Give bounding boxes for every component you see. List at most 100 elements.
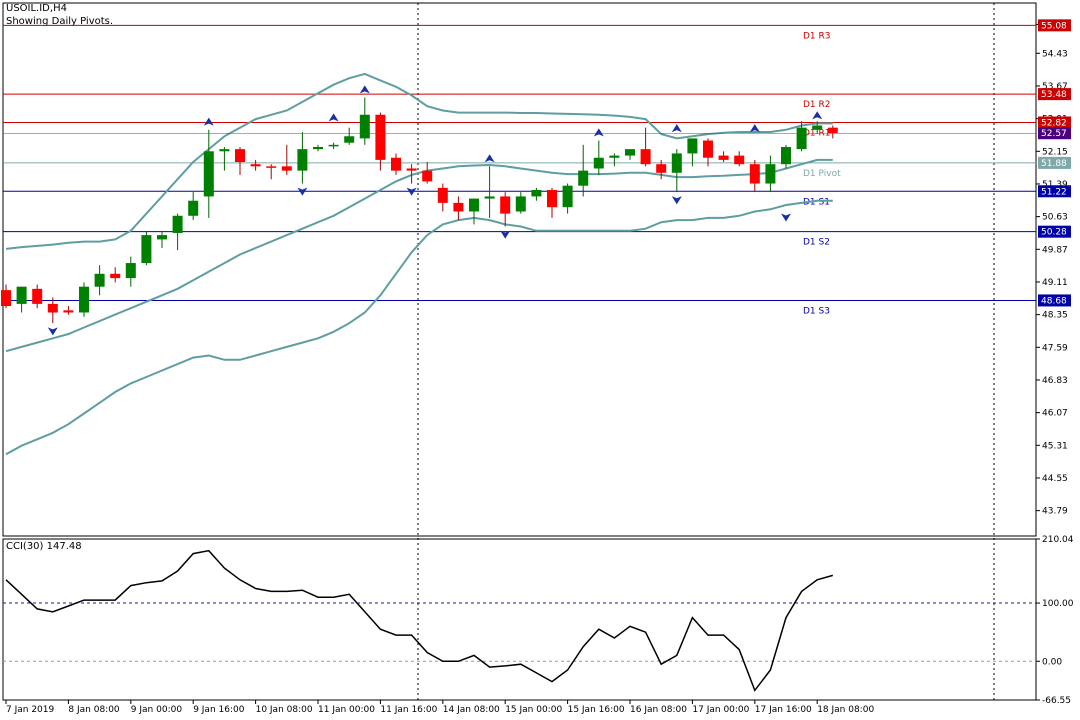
candle-body	[391, 157, 401, 171]
candle-body	[172, 215, 183, 233]
fractal-down-arrow	[781, 213, 791, 222]
time-axis-label: 8 Jan 08:00	[68, 705, 120, 715]
fractal-up-arrow	[328, 113, 339, 122]
candle-body	[812, 125, 823, 130]
bollinger-upper-line	[5, 72, 833, 250]
price-axis-label: 43.79	[1042, 507, 1068, 517]
time-axis-label: 16 Jan 08:00	[630, 705, 687, 715]
candle-body	[562, 185, 573, 208]
time-axis-label: 14 Jan 08:00	[443, 705, 500, 715]
candle-body	[125, 263, 136, 279]
current-price-tag-text: 52.57	[1041, 129, 1067, 139]
candle-body	[796, 127, 807, 150]
pivot-price-tag	[1038, 294, 1071, 307]
candle-body	[344, 136, 355, 143]
candle-body	[297, 149, 308, 171]
pivot-name-label: D1 S1	[803, 197, 830, 207]
pivot-name-label: D1 R3	[803, 31, 831, 41]
candle-body	[406, 168, 417, 171]
candle-body	[375, 114, 386, 160]
pivot-price-tag-text: 51.22	[1041, 187, 1067, 197]
candle-body	[718, 155, 729, 160]
candle-body	[188, 200, 199, 216]
candle-body	[437, 187, 448, 203]
price-axis-label: 49.11	[1042, 278, 1068, 288]
price-axis-label: 50.63	[1042, 213, 1068, 223]
candle-body	[219, 149, 230, 152]
candle-body	[593, 157, 604, 169]
fractal-up-arrow	[812, 111, 823, 120]
price-axis-label: 44.55	[1042, 474, 1068, 484]
candle-body	[765, 164, 776, 184]
candle-body	[703, 140, 713, 158]
time-axis-label: 15 Jan 00:00	[505, 705, 562, 715]
cci-title-label: CCI(30) 147.48	[6, 541, 82, 552]
candle-body	[16, 286, 27, 304]
candle-body	[157, 235, 167, 240]
candle-body	[47, 303, 58, 313]
pivot-price-tag-text: 50.28	[1041, 228, 1067, 238]
candle-body	[63, 310, 74, 313]
price-axis-label: 49.87	[1042, 245, 1068, 255]
time-axis-label: 18 Jan 08:00	[817, 705, 874, 715]
candle-body	[609, 155, 620, 158]
time-axis-label: 11 Jan 16:00	[380, 705, 437, 715]
fractal-up-arrow	[671, 124, 682, 133]
candle-body	[578, 170, 589, 186]
candle-body	[281, 166, 292, 171]
bollinger-lower-line	[5, 199, 833, 456]
candle-body	[515, 196, 526, 212]
pivot-price-tag-text: 53.48	[1041, 90, 1067, 100]
candle-body	[422, 170, 433, 182]
fractal-down-arrow	[47, 327, 58, 336]
fractal-down-arrow	[671, 196, 682, 205]
candle-body	[734, 155, 745, 165]
fractal-down-arrow	[406, 187, 417, 196]
pivot-name-label: D1 R2	[803, 100, 831, 110]
fractal-up-arrow	[359, 85, 370, 94]
candle-body	[328, 144, 339, 147]
candle-body	[32, 288, 43, 304]
candle-body	[94, 273, 105, 287]
time-axis-label: 15 Jan 16:00	[568, 705, 625, 715]
candle-body	[266, 166, 277, 168]
pivot-name-label: D1 S3	[803, 306, 830, 316]
candle-body	[531, 189, 542, 197]
time-axis-label: 10 Jan 08:00	[256, 705, 313, 715]
candle-body	[656, 164, 667, 173]
pivot-price-tag	[1038, 185, 1071, 198]
price-axis-label: 54.43	[1042, 49, 1068, 59]
cci-axis-label: 210.04	[1042, 535, 1074, 545]
candle-body	[827, 127, 838, 134]
time-axis-label: 17 Jan 16:00	[755, 705, 812, 715]
candle-body	[640, 149, 651, 165]
candle-body	[359, 114, 370, 139]
cci-axis-label: 0.00	[1042, 657, 1062, 667]
pivot-price-tag-text: 52.82	[1041, 118, 1067, 128]
pivot-price-tag-text: 55.08	[1041, 21, 1067, 31]
price-axis-label: 53.67	[1042, 82, 1068, 92]
fractal-up-arrow	[484, 154, 495, 163]
time-axis-label: 9 Jan 16:00	[193, 705, 245, 715]
fractal-up-arrow	[749, 124, 760, 133]
pivot-note-label: Showing Daily Pivots.	[6, 16, 114, 27]
candle-body	[625, 149, 635, 156]
candle-body	[313, 146, 323, 150]
time-axis-label: 7 Jan 2019	[6, 705, 54, 715]
fractal-down-arrow	[500, 230, 511, 239]
candle-body	[203, 151, 214, 197]
candle-body	[781, 146, 791, 165]
candle-body	[671, 153, 682, 173]
candle-body	[141, 235, 152, 264]
current-price-tag	[1038, 127, 1071, 140]
pivot-name-label: D1 S2	[803, 238, 830, 248]
candle-body	[500, 196, 511, 214]
time-axis-label: 17 Jan 00:00	[692, 705, 749, 715]
candle-body	[1, 290, 11, 307]
pivot-price-tag-text: 51.88	[1041, 159, 1067, 169]
pivot-name-label: D1 Pivot	[803, 169, 841, 179]
candle-body	[687, 138, 698, 154]
candle-body	[749, 164, 760, 184]
time-axis-label: 11 Jan 00:00	[318, 705, 375, 715]
